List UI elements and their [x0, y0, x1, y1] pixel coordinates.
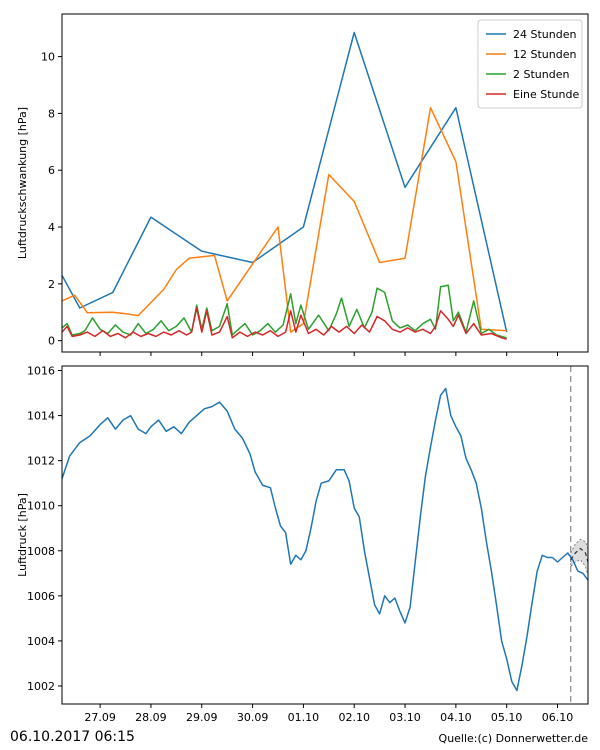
fluctuation-chart: 0 2 4 6 8 10 Luftdruckschwankung [hPa] 24 Stund… [16, 13, 589, 356]
legend-label: 24 Stunden [513, 28, 576, 41]
plot-frame [61, 365, 589, 705]
x-tick-label: 05.10 [491, 711, 523, 724]
x-tick-label: 02.10 [338, 711, 370, 724]
legend: 24 Stunden 12 Stunden 2 Stunden Eine Stunde [477, 19, 583, 109]
forecast-band [570, 539, 588, 576]
x-tick-label: 03.10 [389, 711, 421, 724]
y-tick-label: 4 [48, 221, 55, 234]
series-line-prognose [570, 547, 588, 563]
y-tick-label: 8 [48, 107, 55, 120]
series-line-luftdruck [62, 387, 588, 692]
x-tick-label: 29.09 [186, 711, 218, 724]
y-tick-label: 1016 [27, 365, 55, 378]
y-tick-label: 10 [41, 51, 55, 64]
series-line-eine-stunde [62, 307, 507, 340]
y-tick-label: 1014 [27, 410, 55, 423]
timestamp: 06.10.2017 06:15 [10, 729, 135, 745]
y-tick-label: 1008 [27, 545, 55, 558]
y-tick-label: 1004 [27, 635, 55, 648]
legend-label: 2 Stunden [513, 68, 569, 81]
plot-area [62, 366, 588, 704]
pressure-chart: 1002 1004 1006 1008 1010 1012 1014 1016 27.09 28.… [16, 365, 589, 724]
y-tick-label: 6 [48, 164, 55, 177]
y-tick-label: 1010 [27, 500, 55, 513]
y-tick-label: 1012 [27, 455, 55, 468]
plot-frame [61, 13, 589, 353]
x-tick-label: 27.09 [84, 711, 116, 724]
legend-box [477, 19, 583, 109]
series-line-2-stunden [62, 284, 507, 339]
legend-label: 12 Stunden [513, 48, 576, 61]
plot-area [62, 31, 508, 340]
y-tick-label: 2 [48, 278, 55, 291]
y-tick-label: 0 [48, 335, 55, 348]
x-tick-label: 06.10 [542, 711, 574, 724]
y-tick-label: 1006 [27, 590, 55, 603]
legend-label: Eine Stunde [513, 88, 579, 101]
x-tick-label: 01.10 [288, 711, 320, 724]
x-tick-label: 04.10 [440, 711, 472, 724]
source-credit: Quelle:(c) Donnerwetter.de [438, 732, 588, 745]
y-tick-label: 1002 [27, 680, 55, 693]
series-line-12-stunden [62, 106, 507, 333]
y-axis-label: Luftdruck [hPa] [16, 493, 29, 577]
x-tick-label: 30.09 [237, 711, 269, 724]
x-tick-label: 28.09 [135, 711, 167, 724]
y-axis-label: Luftdruckschwankung [hPa] [16, 107, 29, 259]
